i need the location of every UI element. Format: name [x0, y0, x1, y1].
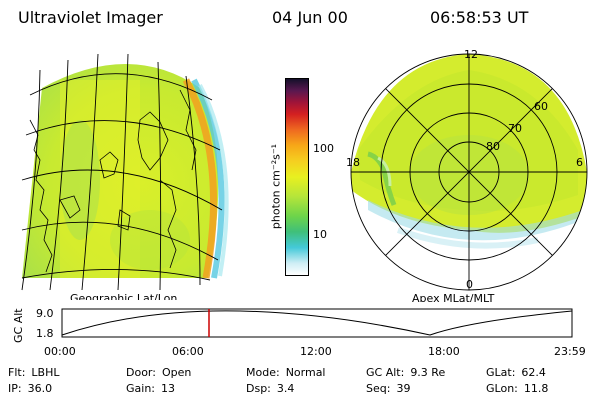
right-panel-caption: Apex MLat/MLT: [412, 292, 495, 302]
mlt-label-12: 12: [464, 48, 478, 61]
image-title: Ultraviolet Imager: [18, 8, 163, 27]
image-date: 04 Jun 00: [272, 8, 348, 27]
info-glon: GLon: 11.8: [486, 382, 549, 395]
coastlines: [29, 89, 197, 273]
colorbar-tick-100: 100: [313, 142, 334, 155]
altitude-xtick-0: 00:00: [44, 345, 76, 358]
lat-lon-grid: [21, 53, 223, 291]
info-seq: Seq: 39: [366, 382, 411, 395]
altitude-ylabel: GC Alt: [12, 308, 25, 343]
info-gc-alt: GC Alt: 9.3 Re: [366, 366, 446, 379]
mlt-label-0: 0: [466, 278, 473, 291]
altitude-ytick-top: 9.0: [36, 307, 54, 320]
info-dsp: Dsp: 3.4: [246, 382, 295, 395]
left-panel-caption: Geographic Lat/Lon: [70, 292, 177, 300]
geographic-map-panel: Geographic Lat/Lon: [21, 53, 229, 300]
colorbar-tick-10: 10: [313, 228, 327, 241]
altitude-curve: [61, 310, 573, 336]
polar-grid: [350, 53, 588, 291]
altitude-xtick-4: 23:59: [554, 345, 586, 358]
info-door: Door: Open: [126, 366, 192, 379]
auroral-rim: [182, 78, 218, 279]
info-mode: Mode: Normal: [246, 366, 326, 379]
mlt-label-18: 18: [346, 156, 360, 169]
altitude-plot: GC Alt 9.0 1.8 00:00 06:00 12:00 18:00 2…: [12, 307, 586, 358]
mlat-label-80: 80: [486, 140, 500, 153]
altitude-ytick-bottom: 1.8: [36, 327, 54, 340]
image-time: 06:58:53 UT: [430, 8, 529, 27]
colorbar: [285, 78, 309, 276]
altitude-xtick-2: 12:00: [300, 345, 332, 358]
colorbar-unit-label: photon cm⁻²s⁻¹: [269, 143, 283, 230]
altitude-xtick-3: 18:00: [428, 345, 460, 358]
polar-plot-panel: 12 18 6 0 60 70 80 Apex MLat/MLT: [346, 48, 588, 302]
mlat-label-60: 60: [534, 100, 548, 113]
info-gain: Gain: 13: [126, 382, 175, 395]
info-flt: Flt: LBHL: [8, 366, 60, 379]
altitude-xtick-1: 06:00: [172, 345, 204, 358]
info-glat: GLat: 62.4: [486, 366, 546, 379]
mlt-label-6: 6: [576, 156, 583, 169]
mlat-label-70: 70: [508, 122, 522, 135]
info-ip: IP: 36.0: [8, 382, 53, 395]
